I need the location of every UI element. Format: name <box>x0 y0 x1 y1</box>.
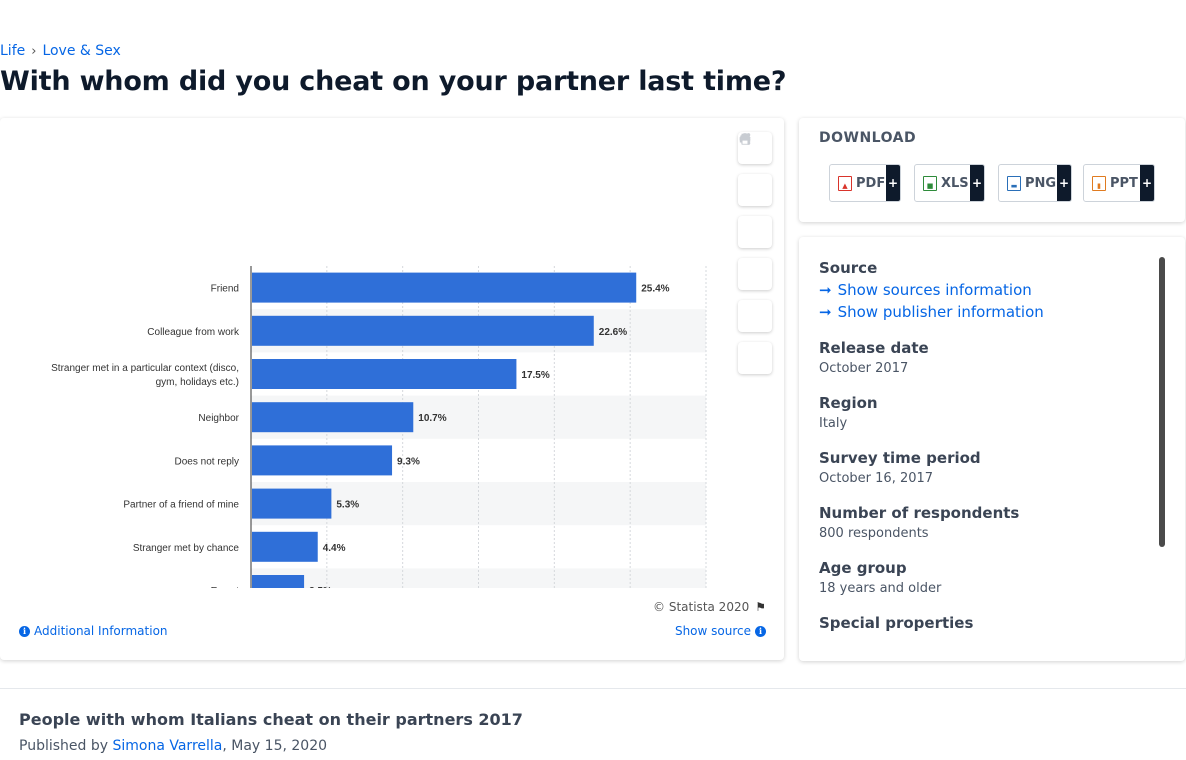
png-file-icon: ▬ <box>1007 175 1021 191</box>
download-png-plus: + <box>1057 165 1071 201</box>
data-label: 10.7% <box>418 413 446 424</box>
bar-chart: 25.4% Friend 22.6% Colleague from work 17.5%… <box>51 266 707 588</box>
download-pdf-plus: + <box>886 165 900 201</box>
breadcrumb-separator: › <box>31 43 37 59</box>
data-label: 3.5% <box>309 586 332 588</box>
published-prefix: Published by <box>19 738 113 754</box>
release-date-value: October 2017 <box>819 361 909 376</box>
data-label: 25.4% <box>641 284 669 295</box>
download-ppt-label: PPT <box>1110 175 1138 191</box>
category-label: Stranger met by chance <box>133 543 240 554</box>
show-source-link[interactable]: Show source i <box>675 624 766 638</box>
xls-file-icon: ■ <box>923 175 937 191</box>
survey-period-label: Survey time period <box>819 449 981 467</box>
data-label: 22.6% <box>599 327 627 338</box>
bar <box>252 575 305 588</box>
bar <box>252 359 517 389</box>
category-label: Neighbor <box>198 413 239 424</box>
bell-icon[interactable] <box>738 133 772 206</box>
additional-information-label: Additional Information <box>34 624 168 638</box>
bar <box>252 402 414 433</box>
category-label: gym, holidays etc.) <box>156 377 239 388</box>
info-icon: i <box>755 625 766 637</box>
bar <box>252 531 318 562</box>
statistic-info-card: Source ➞ Show sources information ➞ Show… <box>799 237 1185 661</box>
ppt-file-icon: ▮ <box>1092 175 1106 191</box>
show-sources-label: Show sources information <box>837 281 1032 299</box>
download-xls-button[interactable]: ■ XLS + <box>914 164 985 202</box>
quote-icon[interactable] <box>738 135 772 332</box>
download-card: DOWNLOAD ▲ PDF + ■ XLS + ▬ PNG + ▮ PPT + <box>799 118 1185 222</box>
category-label: Partner of a friend of mine <box>123 500 239 511</box>
data-label: 5.3% <box>336 500 359 511</box>
bar <box>252 488 332 519</box>
download-png-button[interactable]: ▬ PNG + <box>998 164 1072 202</box>
release-date-label: Release date <box>819 339 929 357</box>
download-pdf-label: PDF <box>856 175 886 191</box>
region-value: Italy <box>819 416 848 431</box>
category-label: Colleague from work <box>147 327 240 338</box>
data-label: 9.3% <box>397 456 420 467</box>
arrow-right-icon: ➞ <box>819 281 832 299</box>
category-label: Escort <box>211 586 240 588</box>
data-label: 17.5% <box>521 370 549 381</box>
age-group-value: 18 years and older <box>819 581 942 596</box>
respondents-label: Number of respondents <box>819 504 1020 522</box>
bar <box>252 315 594 346</box>
published-by: Published by Simona Varrella, May 15, 20… <box>19 738 327 754</box>
statistic-info-list: Source ➞ Show sources information ➞ Show… <box>819 259 1149 636</box>
chart-card: 25.4% Friend 22.6% Colleague from work 17.5%… <box>0 118 784 660</box>
download-ppt-plus: + <box>1140 165 1154 201</box>
download-png-label: PNG <box>1025 175 1057 191</box>
chart-toolbar <box>738 132 772 374</box>
download-title: DOWNLOAD <box>819 130 917 146</box>
category-label: Does not reply <box>175 456 239 467</box>
download-pdf-button[interactable]: ▲ PDF + <box>829 164 901 202</box>
info-scrollbar[interactable] <box>1159 257 1165 547</box>
breadcrumb-life-link[interactable]: Life <box>0 43 26 59</box>
info-icon: i <box>19 625 30 637</box>
show-publisher-label: Show publisher information <box>837 303 1044 321</box>
bar <box>252 445 393 476</box>
pdf-file-icon: ▲ <box>838 175 852 191</box>
data-label: 4.4% <box>323 543 346 554</box>
respondents-value: 800 respondents <box>819 526 929 541</box>
copyright-notice: © Statista 2020 ⚑ <box>653 600 766 614</box>
additional-information-link[interactable]: i Additional Information <box>19 624 168 638</box>
copyright-text: © Statista 2020 <box>653 600 750 614</box>
show-source-label: Show source <box>674 624 751 638</box>
download-xls-label: XLS <box>941 175 969 191</box>
survey-period-value: October 16, 2017 <box>819 471 934 486</box>
region-label: Region <box>819 394 878 412</box>
breadcrumb-love-sex-link[interactable]: Love & Sex <box>42 43 121 59</box>
arrow-right-icon: ➞ <box>819 303 832 321</box>
share-icon[interactable] <box>738 133 772 290</box>
flag-icon[interactable]: ⚑ <box>755 600 766 614</box>
gear-icon[interactable] <box>738 133 772 248</box>
print-icon[interactable] <box>738 133 772 374</box>
age-group-label: Age group <box>819 559 907 577</box>
statistic-title: People with whom Italians cheat on their… <box>19 710 523 729</box>
download-xls-plus: + <box>970 165 984 201</box>
show-publisher-link[interactable]: ➞ Show publisher information <box>819 303 1149 321</box>
show-sources-link[interactable]: ➞ Show sources information <box>819 281 1149 299</box>
section-divider <box>0 688 1186 689</box>
category-label: Stranger met in a particular context (di… <box>51 363 239 374</box>
category-label: Friend <box>211 284 239 295</box>
source-label: Source <box>819 259 878 277</box>
download-ppt-button[interactable]: ▮ PPT + <box>1083 164 1155 202</box>
special-properties-label: Special properties <box>819 614 974 632</box>
author-link[interactable]: Simona Varrella <box>112 738 223 754</box>
page-title: With whom did you cheat on your partner … <box>0 66 787 97</box>
published-date: , May 15, 2020 <box>222 738 328 754</box>
bar <box>252 272 637 303</box>
breadcrumb: Life › Love & Sex <box>0 43 121 59</box>
